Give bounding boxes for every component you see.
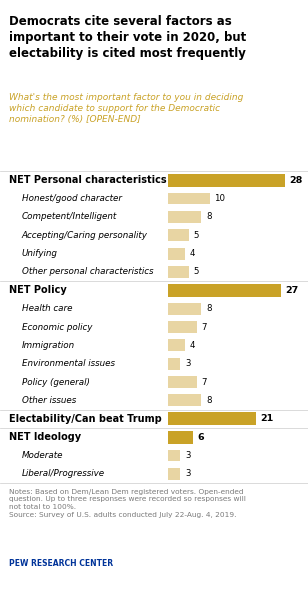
Text: 6: 6 — [197, 433, 204, 442]
Text: 21: 21 — [260, 414, 274, 423]
Text: 8: 8 — [206, 396, 211, 405]
Text: Immigration: Immigration — [22, 341, 75, 350]
Bar — [168, 173, 285, 187]
Text: Accepting/Caring personality: Accepting/Caring personality — [22, 231, 148, 240]
Text: 5: 5 — [193, 231, 199, 240]
Text: Other personal characteristics: Other personal characteristics — [22, 268, 153, 277]
Text: Health care: Health care — [22, 304, 72, 313]
Text: Other issues: Other issues — [22, 396, 76, 405]
Bar — [168, 431, 193, 444]
Text: Economic policy: Economic policy — [22, 323, 92, 331]
Bar — [168, 376, 197, 388]
Text: Policy (general): Policy (general) — [22, 377, 89, 386]
Bar — [168, 211, 201, 223]
Bar — [168, 229, 189, 241]
Text: Environmental issues: Environmental issues — [22, 359, 115, 368]
Text: 28: 28 — [290, 176, 303, 185]
Text: Competent/Intelligent: Competent/Intelligent — [22, 212, 117, 221]
Text: 5: 5 — [193, 268, 199, 277]
Text: 8: 8 — [206, 304, 211, 313]
Text: 3: 3 — [185, 451, 191, 460]
Text: 7: 7 — [202, 377, 207, 386]
Text: 4: 4 — [189, 341, 195, 350]
Text: Notes: Based on Dem/Lean Dem registered voters. Open-ended
question. Up to three: Notes: Based on Dem/Lean Dem registered … — [9, 489, 246, 517]
Text: 3: 3 — [185, 359, 191, 368]
Bar — [168, 248, 184, 260]
Text: NET Policy: NET Policy — [9, 285, 67, 295]
Bar — [168, 321, 197, 333]
Bar — [168, 358, 180, 370]
Text: Liberal/Progressive: Liberal/Progressive — [22, 469, 105, 478]
Bar — [168, 284, 281, 297]
Bar — [168, 302, 201, 314]
Text: What's the most important factor to you in deciding
which candidate to support f: What's the most important factor to you … — [9, 93, 244, 124]
Text: Democrats cite several factors as
important to their vote in 2020, but
electabil: Democrats cite several factors as import… — [9, 15, 246, 60]
Bar — [168, 193, 210, 205]
Text: Moderate: Moderate — [22, 451, 63, 460]
Text: Unifying: Unifying — [22, 249, 57, 258]
Text: PEW RESEARCH CENTER: PEW RESEARCH CENTER — [9, 559, 113, 568]
Bar — [168, 266, 189, 278]
Bar — [168, 449, 180, 461]
Text: NET Personal characteristics: NET Personal characteristics — [9, 175, 167, 185]
Text: 3: 3 — [185, 469, 191, 478]
Bar — [168, 394, 201, 406]
Text: 27: 27 — [285, 286, 298, 295]
Text: NET Ideology: NET Ideology — [9, 432, 81, 442]
Bar — [168, 468, 180, 480]
Text: Honest/good character: Honest/good character — [22, 194, 122, 203]
Text: 10: 10 — [214, 194, 225, 203]
Text: Electability/Can beat Trump: Electability/Can beat Trump — [9, 414, 162, 424]
Bar — [168, 340, 184, 352]
Text: 4: 4 — [189, 249, 195, 258]
Text: 8: 8 — [206, 212, 211, 221]
Text: 7: 7 — [202, 323, 207, 331]
Bar — [168, 412, 256, 425]
